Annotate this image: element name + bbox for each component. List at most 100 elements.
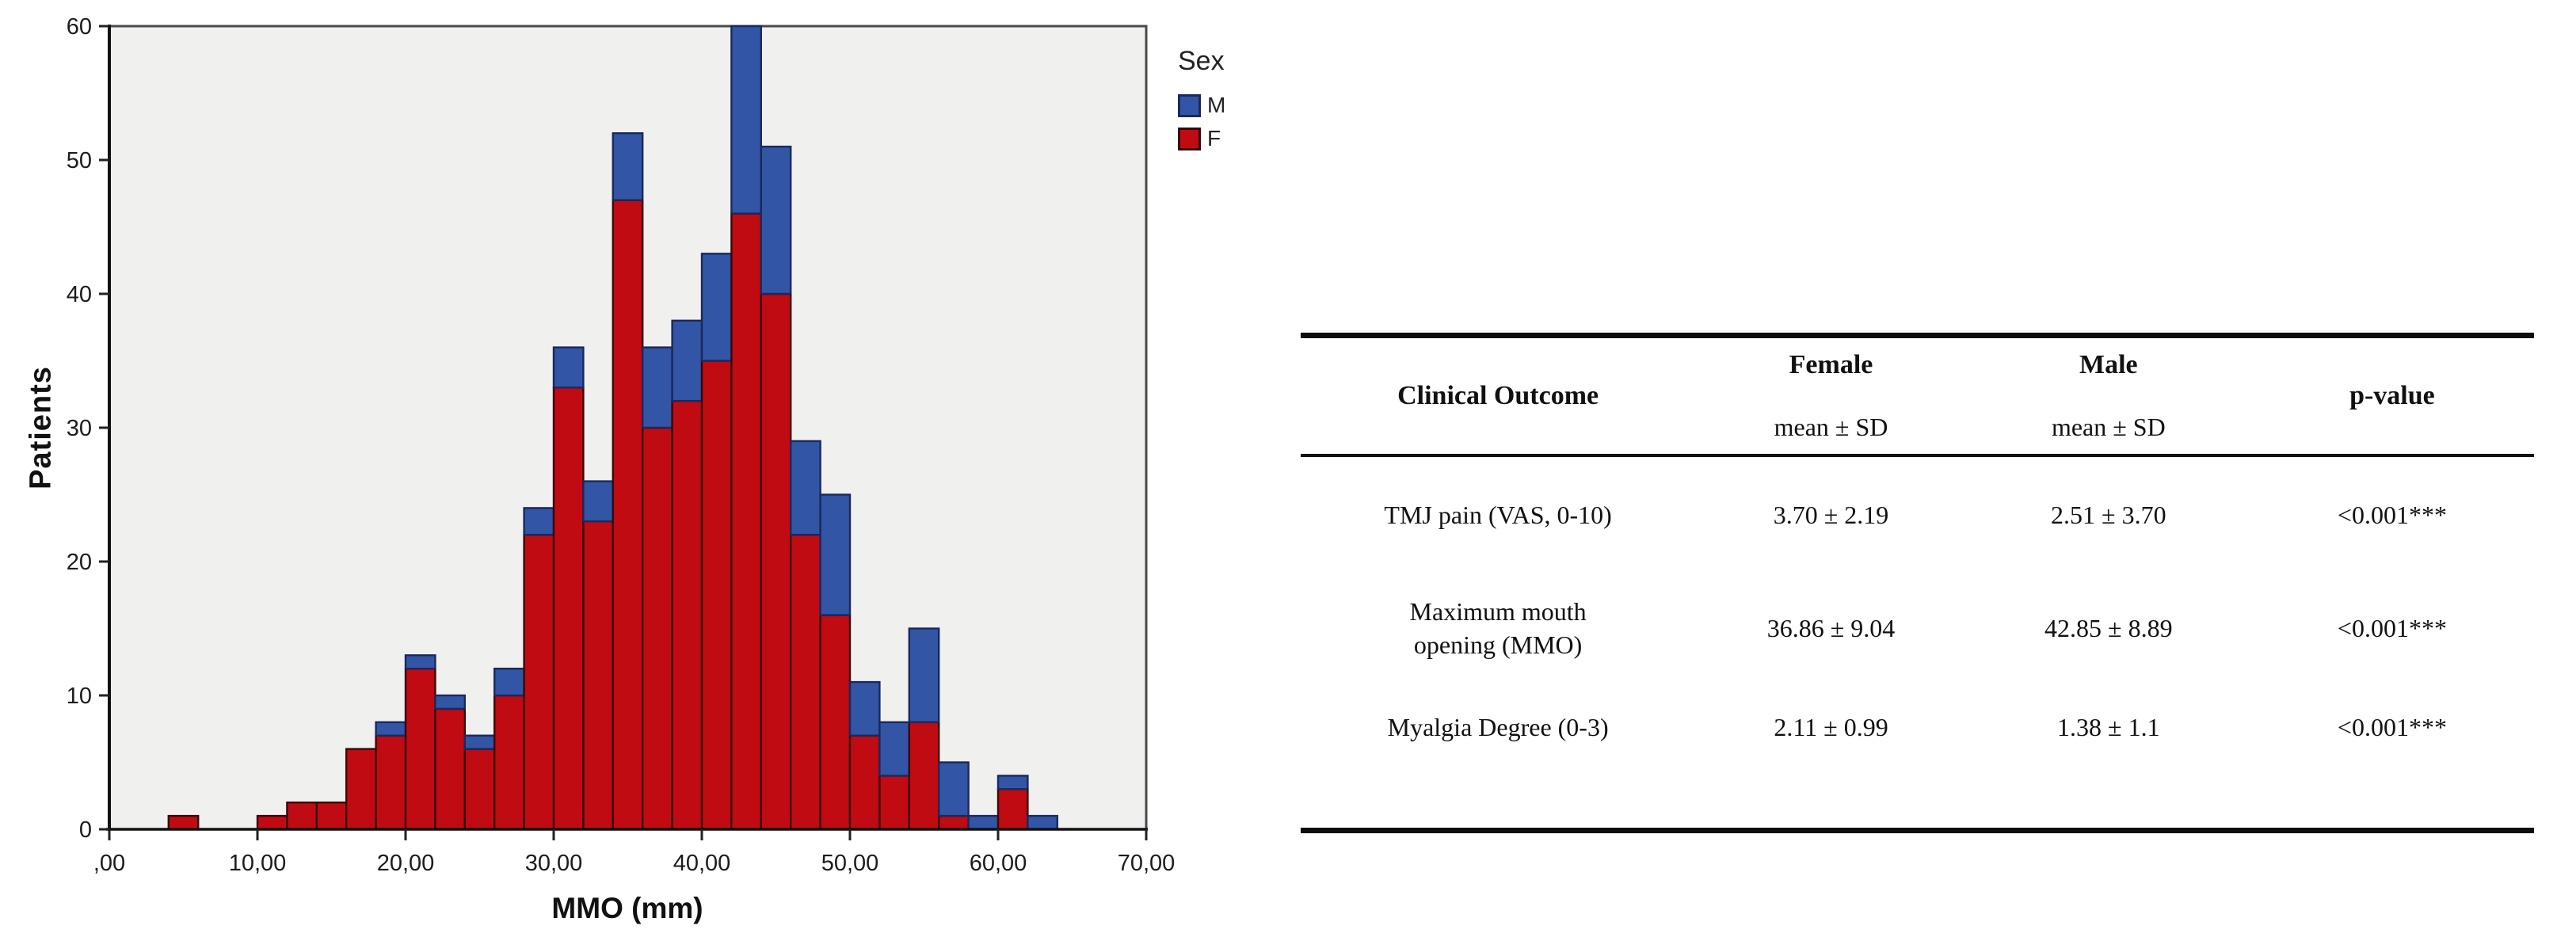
bar-segment-female: [937, 814, 970, 831]
pvalue-value: <0.001***: [2337, 501, 2447, 530]
y-tick-label: 60: [67, 14, 92, 40]
bar-segment-female: [612, 199, 644, 831]
outcome-label-text: Maximum mouth opening (MMO): [1409, 597, 1587, 659]
pvalue-value: <0.001***: [2337, 614, 2447, 643]
table-body: TMJ pain (VAS, 0-10) 3.70 ± 2.19 2.51 ± …: [1301, 457, 2534, 828]
bar-segment-female: [996, 788, 1029, 831]
bar-segment-male: [700, 253, 733, 362]
bar-segment-male: [612, 131, 644, 201]
bar-segment-male: [730, 25, 763, 215]
y-tick-label: 10: [67, 684, 92, 709]
outcome-label: Myalgia Degree (0-3): [1387, 713, 1609, 742]
bar-segment-female: [404, 668, 436, 831]
male-value: 42.85 ± 8.89: [2044, 614, 2173, 643]
female-color-swatch-icon: [1178, 127, 1201, 150]
col-header-female-stat: mean ± SD: [1774, 413, 1888, 441]
bar-segment-female: [463, 748, 496, 831]
bar-segment-male: [878, 721, 911, 777]
female-value: 3.70 ± 2.19: [1773, 501, 1889, 530]
bar-segment-female: [700, 360, 733, 831]
male-value: 2.51 ± 3.70: [2051, 501, 2166, 530]
bar-segment-female: [790, 534, 821, 831]
bar-segment-male: [760, 145, 792, 295]
y-tick-label: 50: [67, 148, 92, 173]
clinical-outcomes-table: Clinical Outcome Female mean ± SD Male m…: [1301, 333, 2534, 833]
table-row: Maximum mouth opening (MMO) 36.86 ± 9.04…: [1301, 574, 2534, 684]
pvalue-value: <0.001***: [2337, 713, 2447, 742]
col-header-female: Female mean ± SD: [1695, 350, 1967, 442]
bar-segment-female: [493, 694, 525, 831]
bar-segment-female: [256, 814, 288, 831]
bar-segment-male: [908, 627, 940, 724]
bar-segment-female: [878, 775, 911, 831]
x-tick-label: 60,00: [970, 851, 1027, 876]
mmo-histogram-figure: 0 10 20 30 40 50 60,00 10,00 20,00 30,00 40,00 50,0…: [24, 14, 1226, 924]
y-tick-label: 40: [67, 282, 92, 307]
female-value: 2.11 ± 0.99: [1774, 713, 1888, 742]
bar-segment-male: [375, 721, 407, 737]
outcome-label: TMJ pain (VAS, 0-10): [1384, 501, 1612, 530]
bar-segment-male: [552, 346, 585, 389]
legend-label-male: M: [1207, 93, 1226, 117]
col-header-male-stat: mean ± SD: [2051, 413, 2166, 441]
bar-segment-male: [937, 761, 970, 817]
table-row: TMJ pain (VAS, 0-10) 3.70 ± 2.19 2.51 ± …: [1301, 457, 2534, 574]
legend-title: Sex: [1178, 46, 1225, 76]
bar-segment-female: [908, 721, 940, 831]
y-tick-label: 30: [67, 416, 92, 441]
y-axis-title: Patients: [24, 366, 58, 489]
bar-segment-male: [848, 680, 881, 737]
col-header-female-title: Female: [1789, 350, 1873, 379]
bar-segment-female: [167, 814, 200, 831]
legend-item-female: F: [1178, 124, 1225, 153]
bar-segment-male: [434, 694, 467, 710]
bar-segment-female: [552, 387, 585, 831]
x-tick-label: ,00: [93, 851, 125, 876]
col-header-pvalue: p-value: [2349, 381, 2435, 410]
bar-segment-female: [848, 734, 881, 831]
bar-segment-male: [523, 507, 555, 536]
x-tick-label: 30,00: [525, 851, 583, 876]
bar-segment-male: [642, 346, 673, 429]
bar-segment-female: [642, 426, 673, 831]
col-header-clinical-outcome: Clinical Outcome: [1397, 381, 1599, 410]
bar-segment-male: [582, 480, 615, 523]
bar-segment-female: [286, 802, 318, 831]
x-tick-label: 40,00: [673, 851, 731, 876]
male-value: 1.38 ± 1.1: [2057, 713, 2160, 742]
male-color-swatch-icon: [1178, 93, 1201, 117]
table-header-row: Clinical Outcome Female mean ± SD Male m…: [1301, 338, 2534, 457]
bar-segment-female: [315, 802, 348, 831]
bar-segment-male: [967, 814, 1000, 831]
bar-segment-female: [345, 748, 377, 831]
y-tick-label: 0: [79, 817, 92, 843]
bar-segment-male: [790, 440, 821, 536]
bar-segment-female: [819, 614, 852, 831]
x-tick-label: 50,00: [821, 851, 879, 876]
bar-segment-male: [819, 493, 852, 616]
bar-segment-male: [996, 775, 1029, 790]
female-value: 36.86 ± 9.04: [1766, 614, 1896, 643]
col-header-male: Male mean ± SD: [1967, 350, 2250, 442]
bar-segment-female: [375, 734, 407, 831]
bar-segment-male: [1027, 814, 1059, 831]
bar-segment-male: [463, 734, 496, 750]
bar-segment-female: [671, 400, 703, 831]
legend-item-male: M: [1178, 91, 1225, 120]
x-axis-title: MMO (mm): [551, 892, 703, 924]
x-tick-label: 70,00: [1118, 851, 1176, 876]
bar-segment-female: [730, 212, 763, 831]
x-tick-label: 20,00: [377, 851, 435, 876]
bar-segment-female: [523, 534, 555, 831]
outcome-label: Maximum mouth opening (MMO): [1301, 596, 1695, 661]
bar-segment-male: [671, 319, 703, 402]
legend-label-female: F: [1207, 126, 1221, 150]
x-tick-label: 10,00: [229, 851, 287, 876]
bar-segment-male: [493, 668, 525, 697]
sex-legend: Sex M F: [1178, 46, 1225, 158]
bar-segment-male: [404, 654, 436, 670]
table-row: Myalgia Degree (0-3) 2.11 ± 0.99 1.38 ± …: [1301, 684, 2534, 772]
bar-segment-female: [434, 707, 467, 831]
col-header-male-title: Male: [2079, 350, 2138, 379]
